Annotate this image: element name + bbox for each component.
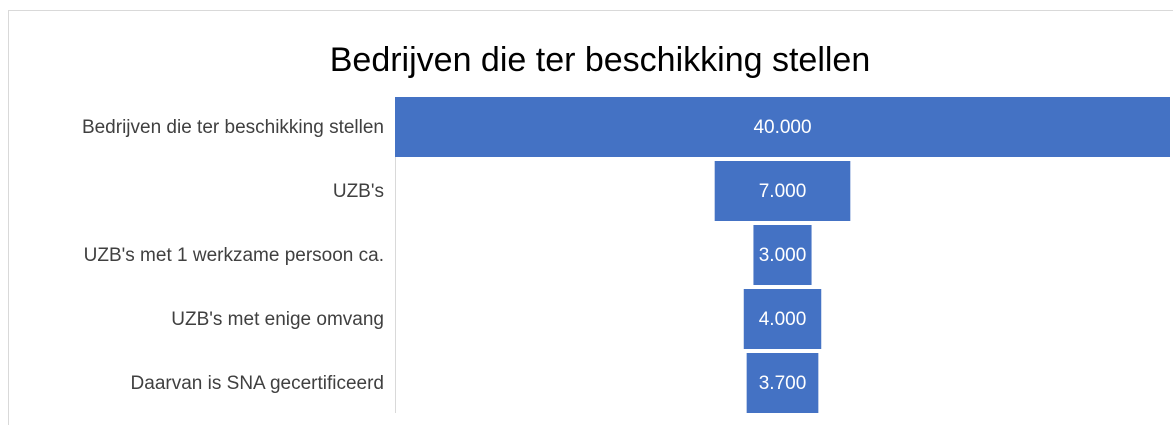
category-label: Daarvan is SNA gecertificeerd <box>131 373 384 394</box>
value-label: 3.700 <box>759 373 807 394</box>
funnel-bar <box>395 97 1170 157</box>
category-label: UZB's <box>333 181 384 202</box>
category-label: UZB's met 1 werkzame persoon ca. <box>84 245 384 266</box>
value-label: 7.000 <box>759 181 807 202</box>
category-label: Bedrijven die ter beschikking stellen <box>82 117 384 138</box>
value-label: 40.000 <box>753 117 811 138</box>
funnel-bar <box>743 289 822 349</box>
value-label: 3.000 <box>759 245 807 266</box>
funnel-bar <box>753 225 812 285</box>
chart-title: Bedrijven die ter beschikking stellen <box>330 41 871 79</box>
category-label: UZB's met enige omvang <box>171 309 384 330</box>
value-label: 4.000 <box>759 309 807 330</box>
funnel-bar <box>714 161 851 221</box>
funnel-bar <box>746 353 819 413</box>
